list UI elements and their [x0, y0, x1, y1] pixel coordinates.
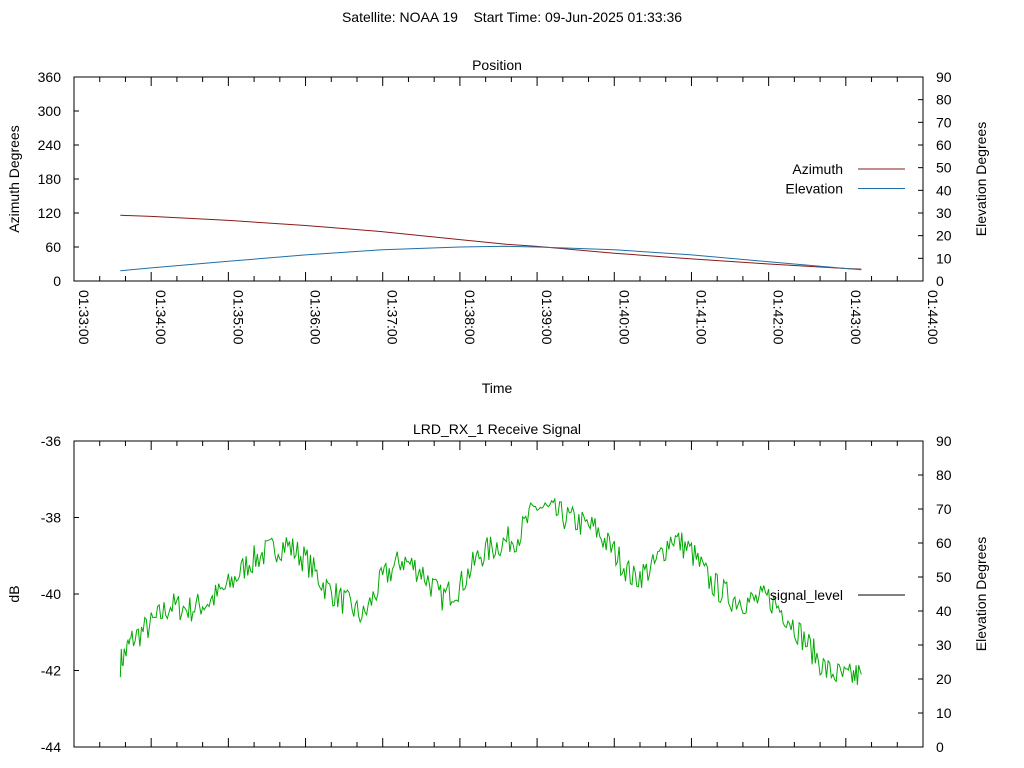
y2-tick-label: 30: [936, 205, 952, 221]
y2-tick-label: 60: [936, 535, 952, 551]
position-plot-frame: [73, 76, 924, 282]
y2-tick-label: 70: [936, 114, 952, 130]
y2-tick-label: 80: [936, 467, 952, 483]
y-tick-label: -40: [41, 586, 61, 602]
signal-y2-axis-title: Elevation Degrees: [973, 537, 989, 651]
x-tick-label: 01:41:00: [693, 290, 709, 345]
position-title: Position: [472, 57, 522, 73]
y2-tick-label: 30: [936, 637, 952, 653]
y2-tick-label: 10: [936, 250, 952, 266]
position-chart: Position Azimuth Degrees Elevation Degre…: [6, 57, 989, 396]
series-line-azimuth: [120, 214, 862, 270]
x-tick-label: 01:35:00: [230, 290, 246, 345]
x-tick-label: 01:38:00: [462, 290, 478, 345]
y2-tick-label: 0: [936, 273, 944, 289]
series-line-signal-level: [119, 497, 862, 686]
figure-title: Satellite: NOAA 19 Start Time: 09-Jun-20…: [342, 9, 682, 25]
legend-label: Azimuth: [792, 161, 843, 177]
x-tick-label: 01:40:00: [616, 290, 632, 345]
signal-series: [119, 497, 862, 686]
x-tick-label: 01:33:00: [76, 290, 92, 345]
legend-label: Elevation: [785, 181, 843, 197]
y2-tick-label: 10: [936, 705, 952, 721]
y2-tick-label: 20: [936, 228, 952, 244]
y2-tick-label: 90: [936, 69, 952, 85]
x-tick-label: 01:34:00: [153, 290, 169, 345]
y-tick-label: -36: [41, 433, 61, 449]
y-tick-label: 240: [38, 137, 62, 153]
signal-legend: signal_level: [770, 587, 905, 603]
y2-tick-label: 70: [936, 501, 952, 517]
y-tick-label: 0: [53, 273, 61, 289]
position-y-axis-title: Azimuth Degrees: [6, 125, 22, 232]
x-tick-label: 01:36:00: [308, 290, 324, 345]
legend-label: signal_level: [770, 587, 843, 603]
y-tick-label: 120: [38, 205, 62, 221]
signal-ticks: -44 -42 -40 -38 -36 0 10 20 30 40 50 60 70 80 90: [41, 433, 952, 755]
x-tick-label: 01:43:00: [848, 290, 864, 345]
y2-tick-label: 50: [936, 160, 952, 176]
position-legend: Azimuth Elevation: [785, 161, 905, 197]
signal-chart: LRD_RX_1 Receive Signal dB Elevation Deg…: [6, 421, 989, 755]
y-tick-label: -42: [41, 663, 61, 679]
y-tick-label: 60: [45, 239, 61, 255]
y2-tick-label: 40: [936, 182, 952, 198]
y-tick-label: 180: [38, 171, 62, 187]
position-ticks: 0 60 120 180 240 300 360 0 10 20 30 40 50 60 70 80 90 01:…: [38, 69, 952, 345]
position-y2-axis-title: Elevation Degrees: [973, 122, 989, 236]
position-x-axis-title: Time: [482, 380, 513, 396]
signal-y-axis-title: dB: [6, 585, 22, 602]
y2-tick-label: 0: [936, 739, 944, 755]
y2-tick-label: 60: [936, 137, 952, 153]
y2-tick-label: 80: [936, 92, 952, 108]
y2-tick-label: 90: [936, 433, 952, 449]
x-tick-label: 01:39:00: [539, 290, 555, 345]
series-line-elevation: [120, 245, 862, 272]
y-tick-label: -38: [41, 510, 61, 526]
y-tick-label: 360: [38, 69, 62, 85]
x-tick-label: 01:37:00: [385, 290, 401, 345]
x-tick-label: 01:44:00: [925, 290, 941, 345]
signal-title: LRD_RX_1 Receive Signal: [413, 421, 581, 437]
x-tick-label: 01:42:00: [771, 290, 787, 345]
y-tick-label: -44: [41, 739, 61, 755]
y2-tick-label: 20: [936, 671, 952, 687]
y-tick-label: 300: [38, 103, 62, 119]
position-series: [120, 214, 862, 272]
y2-tick-label: 50: [936, 569, 952, 585]
y2-tick-label: 40: [936, 603, 952, 619]
